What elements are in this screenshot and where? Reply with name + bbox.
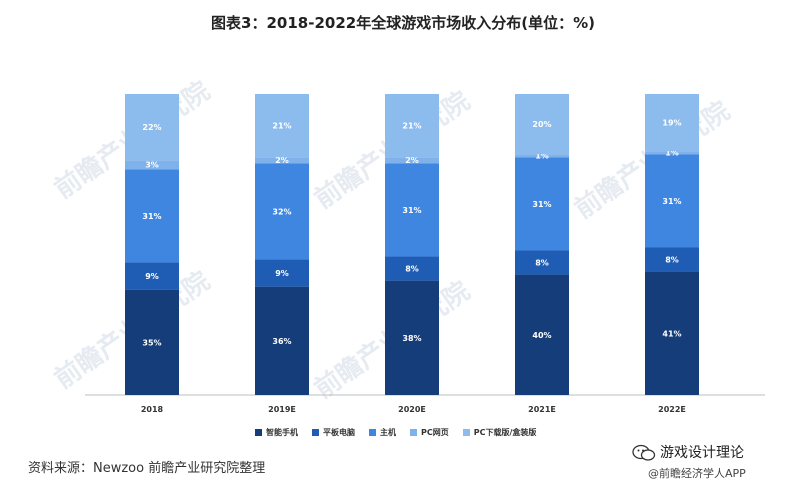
bar-segment xyxy=(255,157,309,164)
bar-segment xyxy=(125,262,179,290)
legend-item: 平板电脑 xyxy=(312,427,355,438)
legend-label: PC下载版/盒装版 xyxy=(473,427,537,437)
data-label: 2% xyxy=(405,156,419,165)
data-label: 31% xyxy=(662,197,681,206)
data-label: 2% xyxy=(275,156,289,165)
data-label: 20% xyxy=(532,120,551,129)
bar-segment xyxy=(515,274,569,395)
bar-segment xyxy=(385,256,439,281)
bar-segment xyxy=(385,157,439,164)
bar-segment xyxy=(125,169,179,263)
legend-swatch xyxy=(255,428,262,436)
source-note: 资料来源：Newzoo 前瞻产业研究院整理 xyxy=(28,461,266,476)
bar-segment xyxy=(645,247,699,272)
legend-item: 主机 xyxy=(369,427,396,438)
legend-item: PC下载版/盒装版 xyxy=(462,427,537,438)
data-label: 32% xyxy=(272,207,291,216)
bar-segment xyxy=(515,250,569,275)
x-tick-label: 2022E xyxy=(658,405,686,414)
data-label: 1% xyxy=(535,152,549,161)
bar-segment xyxy=(645,94,699,152)
chart-title: 图表3：2018-2022年全球游戏市场收入分布(单位：%) xyxy=(211,14,595,32)
legend-label: 智能手机 xyxy=(266,427,298,437)
chart-legend: 智能手机 平板电脑 主机 PC网页 PC下载版/盒装版 xyxy=(255,425,536,439)
legend-label: 平板电脑 xyxy=(323,427,355,437)
x-tick-label: 2021E xyxy=(528,405,556,414)
data-label: 31% xyxy=(402,206,421,215)
legend-label: 主机 xyxy=(380,427,396,437)
data-label: 3% xyxy=(145,161,159,170)
legend-item: 智能手机 xyxy=(255,427,298,438)
data-label: 9% xyxy=(275,269,289,278)
x-tick-label: 2019E xyxy=(268,405,296,414)
data-label: 8% xyxy=(405,265,419,274)
bar-segment xyxy=(385,280,439,395)
bar-segment xyxy=(515,157,569,251)
bar-segment xyxy=(645,151,699,155)
legend-swatch xyxy=(410,428,417,436)
data-label: 21% xyxy=(272,122,291,131)
bar-segment xyxy=(645,154,699,248)
wechat-icon xyxy=(632,444,656,461)
x-tick-label: 2020E xyxy=(398,405,426,414)
legend-swatch xyxy=(462,428,470,436)
legend-label: PC网页 xyxy=(421,427,449,437)
legend-swatch xyxy=(312,428,319,436)
data-label: 41% xyxy=(662,329,681,338)
bar-segment xyxy=(385,163,439,257)
data-label: 9% xyxy=(145,272,159,281)
data-label: 1% xyxy=(665,149,679,158)
bar-segment xyxy=(255,286,309,395)
account-name: 游戏设计理论 xyxy=(660,445,744,461)
account-handle: @前瞻经济学人APP xyxy=(648,467,746,480)
legend-item: PC网页 xyxy=(410,427,449,438)
data-label: 38% xyxy=(402,334,421,343)
bar-segment xyxy=(125,289,179,395)
bar-segment xyxy=(255,163,309,260)
bar-segment xyxy=(255,259,309,287)
data-label: 21% xyxy=(402,122,421,131)
bar-segment xyxy=(645,271,699,395)
data-label: 8% xyxy=(535,259,549,268)
data-label: 35% xyxy=(142,338,161,347)
bar-segment xyxy=(125,160,179,170)
bar-segment xyxy=(385,94,439,158)
bar-segment xyxy=(515,94,569,155)
data-label: 36% xyxy=(272,337,291,346)
data-label: 40% xyxy=(532,331,551,340)
stacked-bar-chart: 35% 9% 31% 3% 22% 2018 36% 9% 32% 2% 21% 2019E 38% 8%… xyxy=(85,94,765,414)
data-label: 22% xyxy=(142,123,161,132)
bar-segment xyxy=(515,154,569,158)
data-label: 8% xyxy=(665,256,679,265)
data-label: 31% xyxy=(142,212,161,221)
bar-segment xyxy=(255,94,309,158)
data-label: 19% xyxy=(662,119,681,128)
data-label: 31% xyxy=(532,200,551,209)
x-tick-label: 2018 xyxy=(141,405,164,414)
bar-segment xyxy=(125,94,179,161)
legend-swatch xyxy=(369,428,376,436)
